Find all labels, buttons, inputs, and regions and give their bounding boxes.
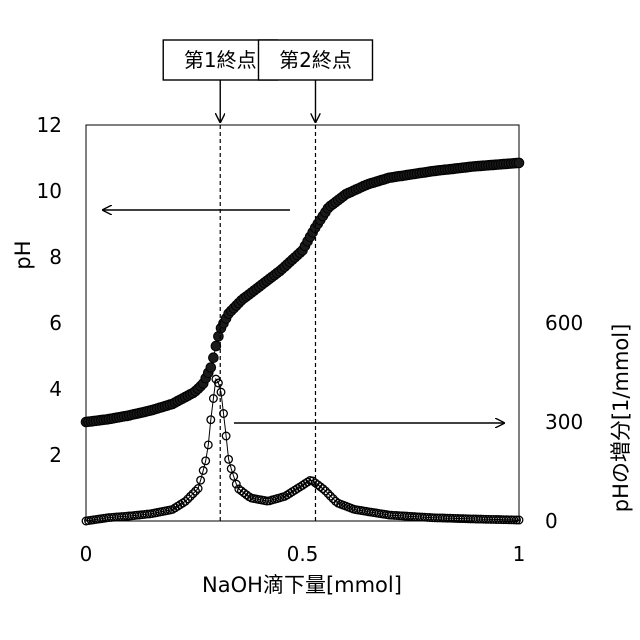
y-left-axis-ticks: 2 4 6 8 10 12	[37, 113, 62, 467]
y-left-tick-label: 2	[49, 443, 62, 467]
series-line	[86, 379, 519, 521]
y-left-tick-label: 6	[49, 311, 62, 335]
series-line	[86, 163, 519, 422]
data-point	[211, 341, 221, 351]
y-left-tick-label: 4	[49, 377, 62, 401]
y-left-tick-label: 8	[49, 245, 62, 269]
y-right-tick-label: 600	[545, 311, 583, 335]
y-left-tick-label: 12	[37, 113, 62, 137]
x-tick-label: 1	[513, 542, 526, 566]
data-point	[206, 363, 216, 373]
y-left-tick-label: 10	[37, 179, 62, 203]
y-right-tick-label: 300	[545, 410, 583, 434]
x-tick-label: 0	[80, 542, 93, 566]
y-right-axis-title: pHの増分[1/mmol]	[609, 324, 633, 513]
y-right-tick-label: 0	[545, 509, 558, 533]
y-left-axis-title: pH	[11, 240, 35, 269]
y-right-axis-ticks: 0 300 600	[545, 311, 583, 533]
x-axis-ticks: 00.51	[80, 542, 526, 566]
ph-increment-series	[82, 375, 523, 524]
data-point	[209, 353, 219, 363]
plot-area	[86, 125, 519, 521]
ph-series	[81, 158, 524, 427]
endpoint-callout-label: 第2終点	[279, 48, 352, 72]
data-point	[514, 158, 524, 168]
x-tick-label: 0.5	[287, 542, 319, 566]
endpoint-callout-label: 第1終点	[184, 48, 257, 72]
x-axis-title: NaOH滴下量[mmol]	[202, 573, 402, 597]
